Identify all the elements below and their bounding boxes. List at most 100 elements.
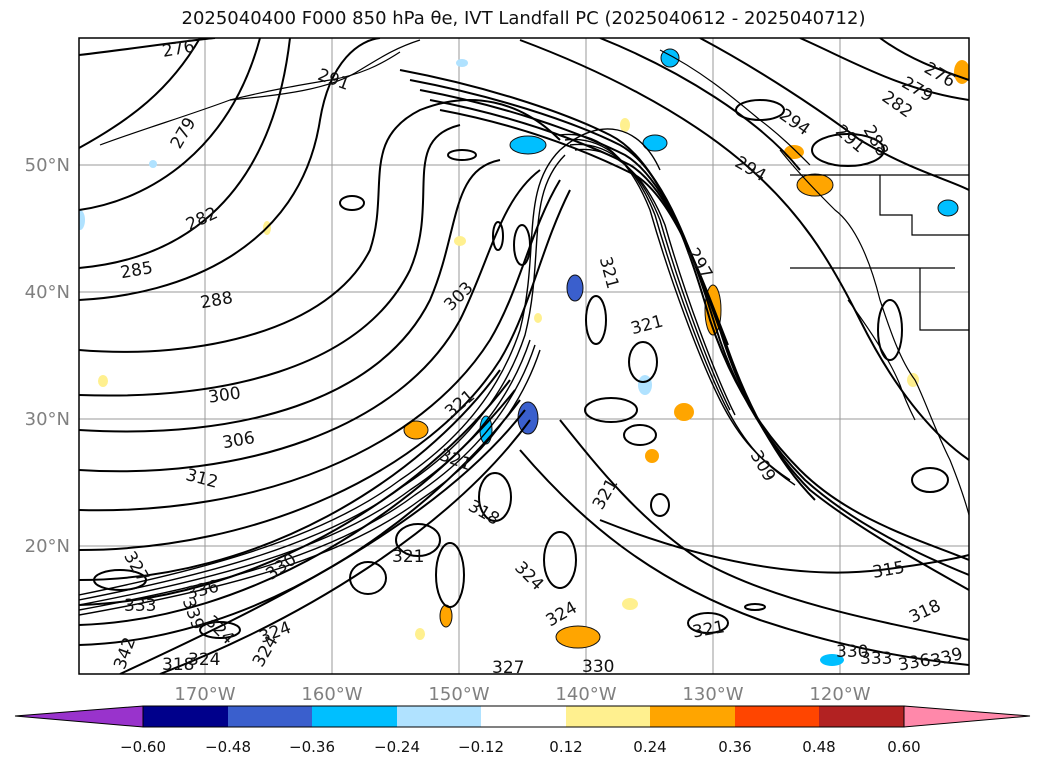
anomaly-blob [454,236,466,246]
colorbar-segment [566,706,650,727]
anomaly-blob [439,604,453,628]
contour-loop [687,612,729,634]
contour-loop [492,221,504,251]
coastlines [99,39,969,516]
colorbar-tick: −0.60 [120,738,166,756]
contour-loop [543,531,577,589]
shaded-anomalies [79,48,969,666]
anomaly-blob [642,134,668,152]
colorbar-high-extend [904,706,1030,727]
contour-loop [349,561,387,595]
lon-label-170w: 170°W [174,684,235,705]
lat-label-30n: 30°N [25,409,70,430]
anomaly-blob [517,401,539,435]
colorbar-tick: 0.12 [549,738,582,756]
contour-loop [650,493,670,517]
contour-loop [584,397,638,423]
map-title: 2025040400 F000 850 hPa θe, IVT Landfall… [0,8,1047,29]
contour-loop [435,542,465,608]
theta-e-contours [79,38,969,674]
lon-label-140w: 140°W [555,684,616,705]
contour-labels: 276 279 282 285 288 291 294 291 294 276 … [110,37,965,678]
colorbar-segment [143,706,228,727]
anomaly-blob [415,628,425,640]
contour-label: 276 [161,37,196,62]
contour-loop [811,133,885,167]
colorbar-tick: −0.48 [205,738,251,756]
colorbar-tick: 0.36 [718,738,751,756]
lat-label-50n: 50°N [25,155,70,176]
colorbar-segment [228,706,312,727]
anomaly-blob [149,160,157,168]
contour-loop [877,299,903,361]
colorbar-tick: 0.60 [887,738,920,756]
anomaly-blob [674,403,694,421]
lat-axis: 50°N 40°N 30°N 20°N [25,155,70,557]
lon-label-120w: 120°W [809,684,870,705]
colorbar-ticks: −0.60 −0.48 −0.36 −0.24 −0.12 0.12 0.24 … [120,738,921,756]
contour-label: 327 [492,658,524,678]
colorbar: −0.60 −0.48 −0.36 −0.24 −0.12 0.12 0.24 … [14,705,1031,756]
contour-label: 330 [582,657,614,677]
contour-label: 333 [124,596,156,616]
colorbar-tick: −0.36 [289,738,335,756]
map-frame [78,37,970,675]
colorbar-tick: −0.12 [458,738,504,756]
contour-loop [628,341,658,383]
lat-label-20n: 20°N [25,536,70,557]
anomaly-blob [622,598,638,610]
contour-label: 300 [207,383,242,407]
colorbar-tick: −0.24 [374,738,420,756]
anomaly-blob [937,199,959,217]
anomaly-blob [403,420,429,440]
colorbar-segment [481,706,566,727]
map-panel: 276 279 282 285 288 291 294 291 294 276 … [78,37,970,678]
jet-contours [79,128,796,616]
map-title-text: 2025040400 F000 850 hPa θe, IVT Landfall… [181,8,866,29]
contour-label: 318 [162,655,194,675]
contour-label: 336 [897,650,932,675]
contour-loop [478,472,512,522]
anomaly-blob [79,210,85,230]
colorbar-segment [312,706,397,727]
contour-loop [623,424,657,446]
contour-label: 333 [860,649,892,669]
contour-loop [585,295,607,345]
anomaly-blob [509,135,547,155]
anomaly-blob [660,48,680,68]
contour-loop [911,467,949,493]
lon-label-130w: 130°W [682,684,743,705]
contour-loop [199,621,241,639]
colorbar-segment [819,706,904,727]
colorbar-segment [397,706,481,727]
colorbar-segment [650,706,735,727]
anomaly-blob [456,59,468,67]
anomaly-blob [645,449,659,463]
anomaly-blob [784,145,804,159]
lon-axis: 170°W 160°W 150°W 140°W 130°W 120°W [174,684,870,705]
anomaly-blob [638,375,652,395]
colorbar-segment [735,706,819,727]
colorbar-low-extend [14,705,144,728]
lon-label-150w: 150°W [428,684,489,705]
anomaly-blob [555,625,601,649]
anomaly-blob [796,173,834,197]
anomaly-blob [907,373,919,387]
contour-loop [447,149,477,161]
contour-label: 324 [188,650,220,670]
lon-label-160w: 160°W [301,684,362,705]
colorbar-tick: 0.24 [633,738,666,756]
anomaly-blob [566,274,584,302]
contour-label: 321 [392,547,424,567]
contour-loop [339,195,365,211]
anomaly-blob [820,654,844,666]
anomaly-blob [534,313,542,323]
anomaly-blob [98,375,108,387]
contour-loop [395,523,441,557]
lat-label-40n: 40°N [25,282,70,303]
contour-label: 330 [836,642,868,662]
contour-loop [513,224,531,266]
anomaly-blob [620,118,630,132]
map-content: 276 279 282 285 288 291 294 291 294 276 … [79,37,969,678]
